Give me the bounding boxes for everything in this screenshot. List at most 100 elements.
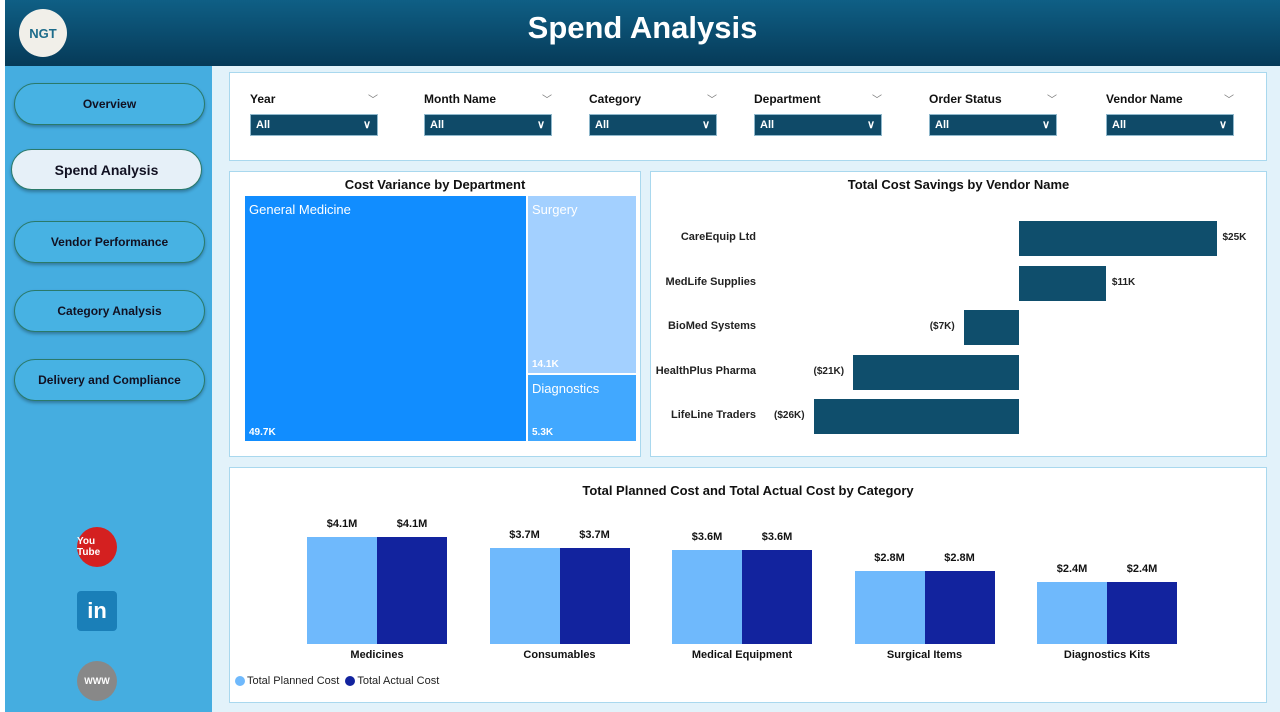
treemap-tile-general-medicine[interactable]: General Medicine 49.7K [245,196,526,441]
chevron-down-icon[interactable]: ﹀ [1047,95,1057,106]
linkedin-icon[interactable]: in [77,591,117,631]
tile-value: 14.1K [532,359,559,370]
nav-spend-analysis[interactable]: Spend Analysis [11,149,202,190]
dropdown-value: All [430,119,445,131]
bar-planned[interactable] [1037,581,1107,644]
filter-dropdown[interactable]: All ∨ [929,114,1057,136]
filter-label: Year [250,92,276,106]
vendor-bar[interactable] [1019,265,1106,301]
treemap-title: Cost Variance by Department [344,177,526,192]
treemap-tile-diagnostics[interactable]: Diagnostics 5.3K [528,375,636,441]
chevron-down-icon: ∨ [1218,119,1227,131]
vendor-bar[interactable] [1019,221,1217,256]
bar-value-label: $3.6M [691,531,723,544]
chevron-down-icon: ∨ [1041,119,1050,131]
dropdown-value: All [256,119,271,131]
dropdown-value: All [760,119,775,131]
chevron-down-icon[interactable]: ﹀ [1224,95,1234,106]
vendor-value-label: ($7K) [929,321,955,332]
filter-label: Department [754,92,821,106]
nav-delivery-compliance[interactable]: Delivery and Compliance [14,359,205,401]
vendor-label: LifeLine Traders [671,409,756,421]
filter-category: Category ﹀ All ∨ [589,89,717,136]
bar-actual[interactable] [742,550,812,644]
tile-value: 49.7K [249,427,276,438]
filter-dropdown[interactable]: All ∨ [424,114,552,136]
bar-actual[interactable] [559,547,630,644]
vendor-savings-panel: Total Cost Savings by Vendor Name CareEq… [650,171,1267,457]
chevron-down-icon: ∨ [536,119,545,131]
nav-vendor-performance[interactable]: Vendor Performance [14,221,205,263]
bar-actual[interactable] [377,537,447,644]
bar-value-label: $2.8M [874,552,905,565]
filter-department: Department ﹀ All ∨ [754,89,882,136]
bar-planned[interactable] [307,537,377,644]
bar-value-label: $2.4M [1056,562,1088,575]
bar-value-label: $3.6M [761,531,793,544]
bar-value-label: $3.7M [579,528,610,541]
bar-actual[interactable] [924,571,995,644]
cost-by-category-panel: Total Planned Cost and Total Actual Cost… [229,467,1267,703]
filter-dropdown[interactable]: All ∨ [754,114,882,136]
bar-planned[interactable] [854,571,925,644]
vendor-bar[interactable] [853,354,1019,390]
vendor-chart-title: Total Cost Savings by Vendor Name [847,177,1070,192]
bar-value-label: $4.1M [396,518,428,531]
globe-icon[interactable]: WWW [77,661,117,701]
vendor-label: CareEquip Ltd [680,231,756,243]
chevron-down-icon: ∨ [866,119,875,131]
tile-name: Diagnostics [532,381,600,396]
filter-dropdown[interactable]: All ∨ [1106,114,1234,136]
chevron-down-icon[interactable]: ﹀ [872,95,882,106]
filter-month-name: Month Name ﹀ All ∨ [424,89,552,136]
filter-year: Year ﹀ All ∨ [250,89,378,136]
bar-actual[interactable] [1107,581,1177,644]
header: NGT Spend Analysis [5,0,1280,66]
vendor-bar[interactable] [963,310,1019,345]
cost-chart-title: Total Planned Cost and Total Actual Cost… [582,483,914,498]
filter-dropdown[interactable]: All ∨ [589,114,717,136]
page-title: Spend Analysis [527,10,758,45]
chevron-down-icon: ∨ [701,119,710,131]
chevron-down-icon[interactable]: ﹀ [707,95,717,106]
treemap-tile-surgery[interactable]: Surgery 14.1K [528,196,636,373]
filter-label: Category [589,92,642,106]
filter-dropdown[interactable]: All ∨ [250,114,378,136]
bar-value-label: $2.4M [1126,562,1158,575]
bar-value-label: $2.8M [944,552,975,565]
youtube-icon[interactable]: You Tube [77,527,117,567]
chevron-down-icon: ∨ [362,119,371,131]
category-label: Diagnostics Kits [1063,649,1151,661]
legend-planned[interactable]: Total Planned Cost [247,675,340,687]
main-content: Year ﹀ All ∨ Month Name ﹀ All ∨ Category ﹀ All ∨ Dep… [212,66,1280,712]
vendor-value-label: ($21K) [813,365,845,377]
legend-actual-icon [345,676,356,686]
legend-actual[interactable]: Total Actual Cost [357,675,440,687]
vendor-value-label: $11K [1111,276,1136,288]
filter-vendor-name: Vendor Name ﹀ All ∨ [1106,89,1234,136]
vendor-bar[interactable] [813,399,1019,434]
bar-value-label: $3.7M [509,528,540,541]
category-label: Surgical Items [886,649,963,661]
chevron-down-icon[interactable]: ﹀ [368,95,378,106]
nav-overview[interactable]: Overview [14,83,205,125]
treemap-panel: Cost Variance by Department General Medi… [229,171,641,457]
ngt-logo: NGT [19,9,67,57]
bar-planned[interactable] [489,547,560,644]
dropdown-value: All [1112,119,1127,131]
vendor-value-label: ($26K) [774,410,805,421]
vendor-label: BioMed Systems [667,320,756,332]
nav-category-analysis[interactable]: Category Analysis [14,290,205,332]
chevron-down-icon[interactable]: ﹀ [542,95,552,106]
vendor-value-label: $25K [1222,232,1247,243]
category-label: Medicines [350,649,404,661]
bar-planned[interactable] [672,550,742,644]
tile-value: 5.3K [532,427,554,438]
filter-order-status: Order Status ﹀ All ∨ [929,89,1057,136]
tile-name: Surgery [532,202,578,217]
filter-label: Month Name [424,92,496,106]
chart-legend: Total Planned Cost Total Actual Cost [235,675,439,687]
filter-label: Order Status [929,92,1002,106]
dropdown-value: All [595,119,610,131]
category-label: Consumables [523,649,596,661]
